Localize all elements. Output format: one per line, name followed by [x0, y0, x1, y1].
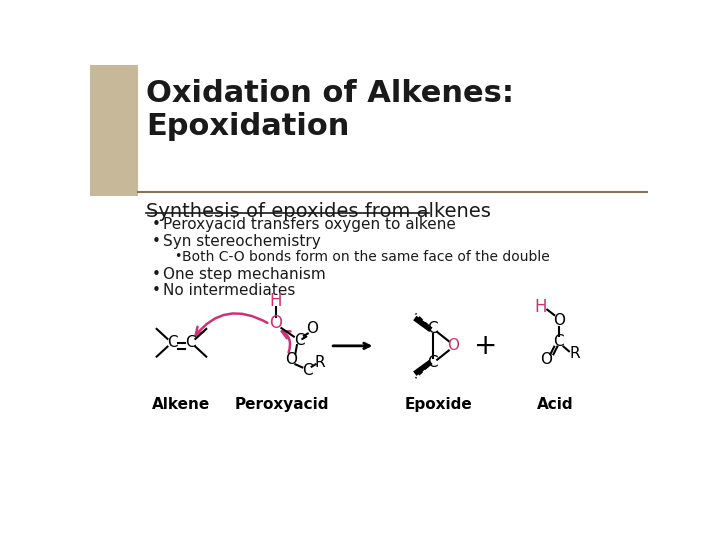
Text: Alkene: Alkene [153, 397, 210, 413]
Text: O: O [307, 321, 318, 336]
Text: R: R [569, 346, 580, 361]
Text: C: C [427, 321, 438, 336]
Text: •: • [174, 249, 181, 262]
Text: Synthesis of epoxides from alkenes: Synthesis of epoxides from alkenes [145, 202, 490, 221]
Bar [90, 65, 138, 195]
Text: One step mechanism: One step mechanism [163, 267, 325, 281]
Text: Both C-O bonds form on the same face of the double: Both C-O bonds form on the same face of … [182, 249, 550, 264]
Text: Peroxyacid transfers oxygen to alkene: Peroxyacid transfers oxygen to alkene [163, 217, 456, 232]
Text: C: C [554, 334, 564, 349]
Text: +: + [474, 332, 497, 360]
FancyArrowPatch shape [196, 313, 267, 335]
Text: H: H [535, 298, 547, 316]
Text: Syn stereochemistry: Syn stereochemistry [163, 234, 320, 249]
Text: •: • [152, 234, 161, 249]
Text: O: O [446, 339, 459, 353]
Text: No intermediates: No intermediates [163, 283, 295, 298]
Text: Epoxide: Epoxide [405, 397, 472, 413]
FancyArrowPatch shape [282, 332, 290, 353]
Text: O: O [553, 313, 565, 328]
Text: Peroxyacid: Peroxyacid [235, 397, 330, 413]
Text: H: H [270, 292, 282, 310]
Text: O: O [540, 352, 552, 367]
Text: •: • [152, 283, 161, 298]
Text: C: C [294, 333, 305, 348]
Text: C: C [186, 335, 196, 350]
Text: Oxidation of Alkenes:
Epoxidation: Oxidation of Alkenes: Epoxidation [145, 79, 514, 141]
Text: C: C [167, 335, 177, 350]
Text: O: O [284, 352, 297, 367]
Text: •: • [152, 267, 161, 281]
Text: O: O [269, 314, 282, 332]
Text: Acid: Acid [536, 397, 573, 413]
Text: R: R [315, 355, 325, 370]
Text: C: C [427, 355, 438, 370]
Text: C: C [302, 363, 312, 378]
Text: •: • [152, 217, 161, 232]
